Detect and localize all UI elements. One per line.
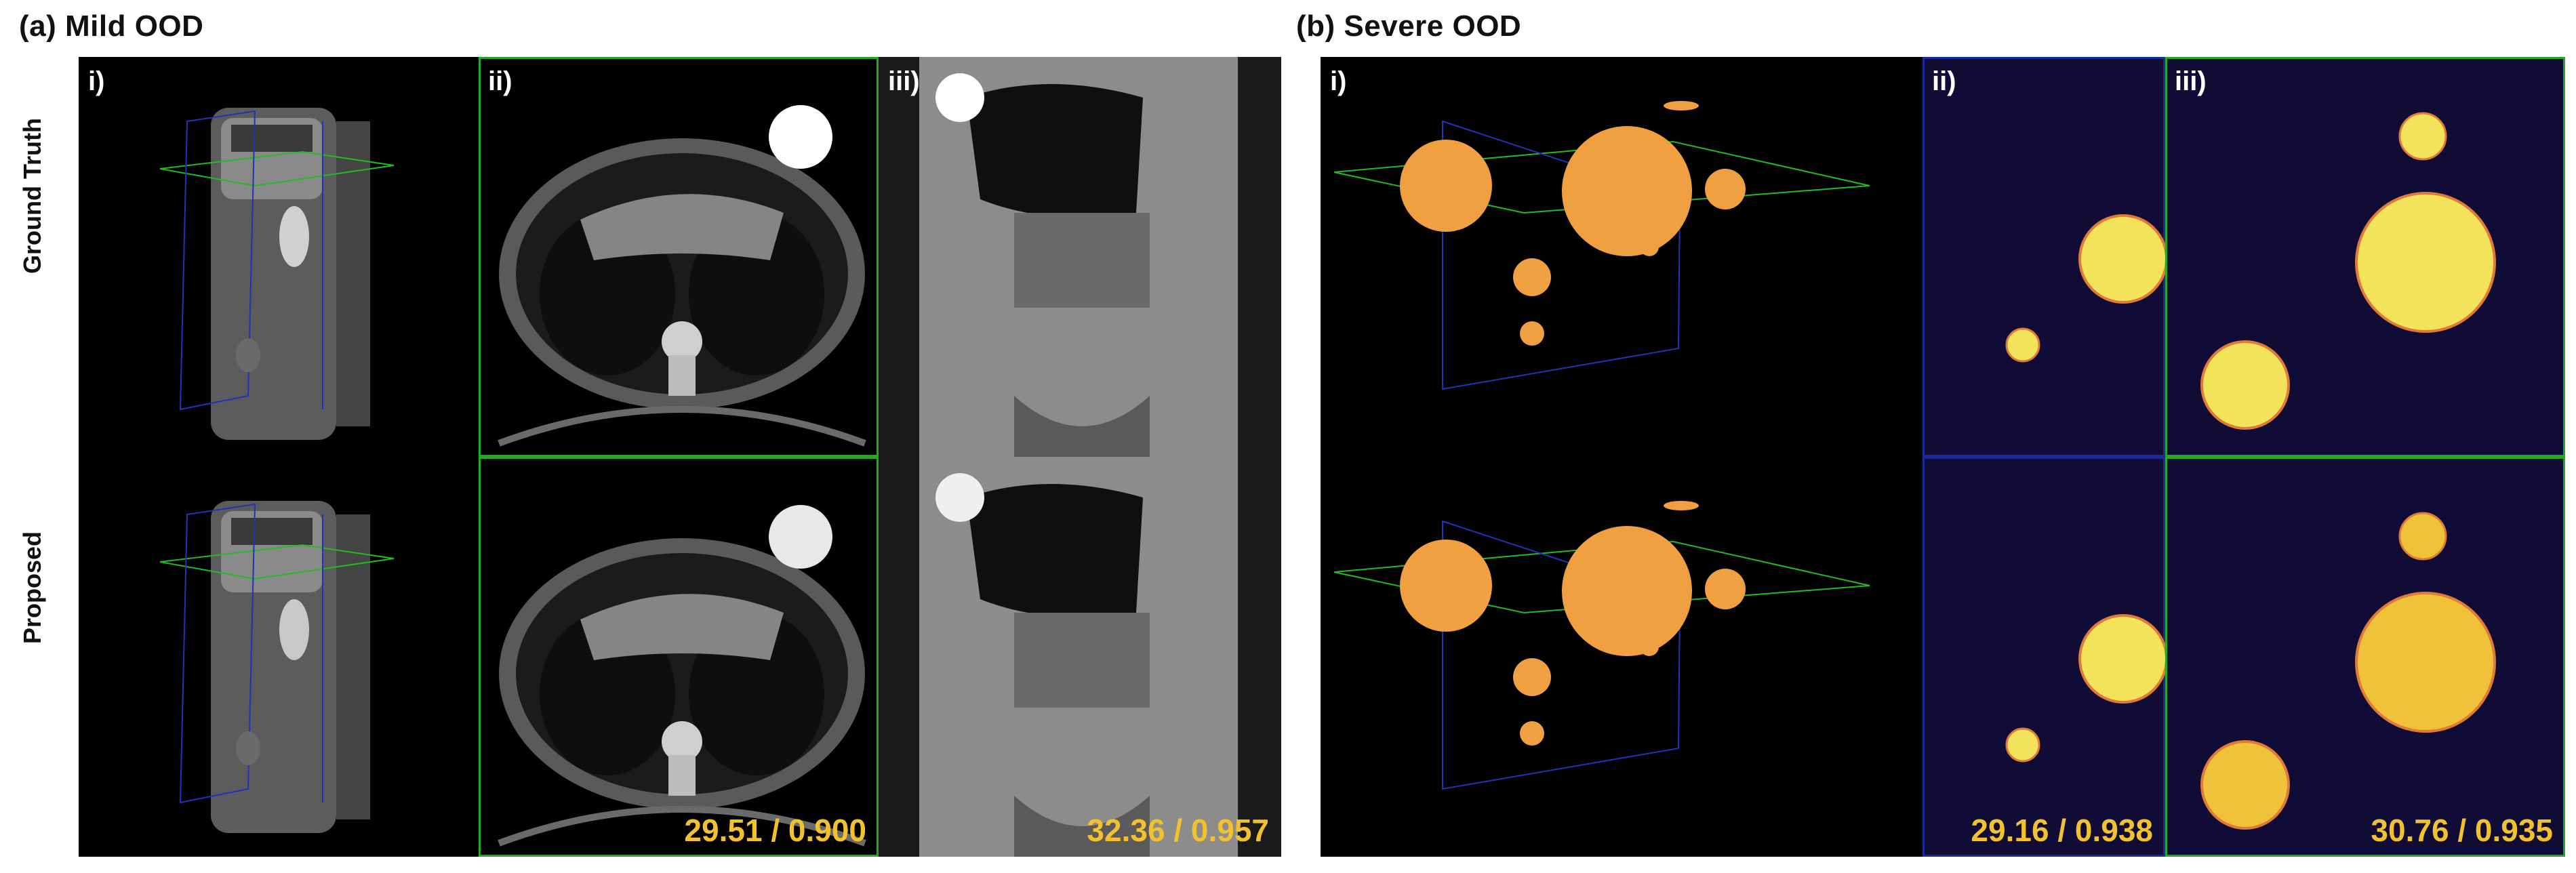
b-gt-spheres-render (1333, 101, 1870, 390)
b-proposed-spheres-render (1333, 501, 1870, 790)
section-a-title: (a) Mild OOD (19, 9, 204, 43)
b-volume-column: i) (1321, 57, 1923, 857)
b-ii-metric: 29.16 / 0.938 (1971, 813, 2153, 848)
a-axial-metric: 29.51 / 0.900 (684, 813, 866, 848)
row-label-ground-truth: Ground Truth (18, 118, 46, 274)
a-axial-proposed-panel: 29.51 / 0.900 (479, 457, 879, 857)
b-iii-metric: 30.76 / 0.935 (2371, 813, 2553, 848)
a-proposed-torso-render (159, 501, 395, 833)
a-axial-gt-image (498, 105, 866, 447)
a-col-label-i: i) (88, 66, 105, 96)
row-label-proposed: Proposed (18, 531, 46, 645)
b-col-label-iii: iii) (2175, 66, 2207, 96)
b-axial-proposed-panel: 30.76 / 0.935 (2165, 457, 2565, 857)
a-coronal-metric: 32.36 / 0.957 (1087, 813, 1269, 848)
a-axial-gt-panel: ii) (479, 57, 879, 457)
b-coronal-gt-image (2005, 214, 2165, 363)
b-axial-gt-panel: iii) (2165, 57, 2565, 457)
a-coronal-proposed-image (879, 457, 1281, 857)
a-coronal-gt-image (879, 57, 1281, 457)
b-sphere-renders (1333, 101, 1870, 790)
a-volume-renders (159, 108, 395, 833)
a-col-label-ii: ii) (488, 66, 512, 96)
section-b-title: (b) Severe OOD (1296, 9, 1522, 43)
a-col-label-iii: iii) (888, 66, 920, 96)
a-axial-proposed-image (498, 505, 866, 847)
a-gt-torso-render (159, 108, 395, 440)
b-col-label-i: i) (1330, 66, 1347, 96)
a-coronal-gt-panel: iii) (879, 57, 1281, 457)
b-col-label-ii: ii) (1932, 66, 1956, 96)
b-coronal-gt-panel: ii) (1923, 57, 2165, 457)
b-coronal-proposed-image (2005, 614, 2165, 763)
b-axial-proposed-image (2200, 512, 2496, 830)
b-coronal-proposed-panel: 29.16 / 0.938 (1923, 457, 2165, 857)
b-axial-gt-image (2200, 112, 2496, 430)
a-coronal-proposed-panel: 32.36 / 0.957 (879, 457, 1281, 857)
a-volume-column: i) (79, 57, 479, 857)
